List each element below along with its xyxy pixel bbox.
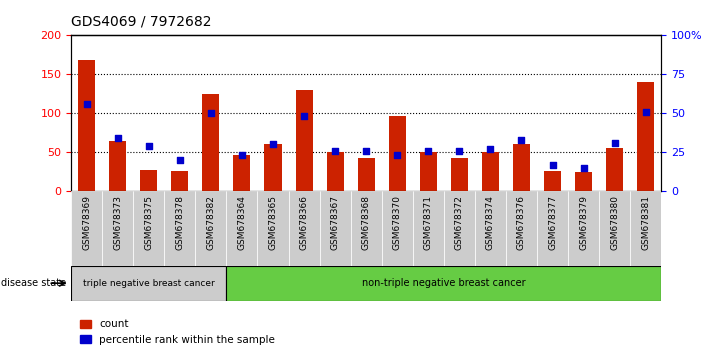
Text: GSM678370: GSM678370 (392, 195, 402, 250)
Text: non-triple negative breast cancer: non-triple negative breast cancer (362, 278, 525, 288)
Text: GSM678371: GSM678371 (424, 195, 433, 250)
Text: GSM678378: GSM678378 (176, 195, 184, 250)
Bar (171, 171, 188, 191)
Text: GDS4069 / 7972682: GDS4069 / 7972682 (71, 14, 212, 28)
Point (454, 148, 465, 154)
Text: GSM678367: GSM678367 (331, 195, 340, 250)
Text: GSM678366: GSM678366 (299, 195, 309, 250)
Bar (203, 94, 220, 191)
Bar (475, 191, 506, 266)
Bar (226, 266, 661, 301)
Bar (233, 155, 250, 191)
Text: GSM678372: GSM678372 (455, 195, 464, 250)
Text: GSM678382: GSM678382 (206, 195, 215, 250)
Point (547, 162, 558, 167)
Bar (444, 191, 475, 266)
Bar (637, 82, 654, 191)
Bar (599, 191, 630, 266)
Bar (419, 152, 437, 191)
Bar (289, 191, 319, 266)
Bar (606, 148, 623, 191)
Text: GSM678380: GSM678380 (610, 195, 619, 250)
Bar (133, 191, 164, 266)
Text: GSM678365: GSM678365 (269, 195, 277, 250)
Bar (257, 191, 289, 266)
Bar (482, 152, 499, 191)
Bar (102, 191, 133, 266)
Text: disease state: disease state (1, 278, 66, 288)
Point (609, 140, 620, 146)
Bar (382, 191, 413, 266)
Bar (544, 171, 561, 191)
Bar (568, 191, 599, 266)
Bar (413, 191, 444, 266)
Text: GSM678377: GSM678377 (548, 195, 557, 250)
Text: GSM678368: GSM678368 (362, 195, 370, 250)
Bar (389, 116, 406, 191)
Bar (358, 159, 375, 191)
Bar (264, 144, 282, 191)
Bar (513, 144, 530, 191)
Text: triple negative breast cancer: triple negative breast cancer (83, 279, 215, 288)
Point (236, 153, 247, 158)
Point (515, 137, 527, 143)
Bar (140, 170, 157, 191)
Bar (164, 191, 196, 266)
Point (81, 101, 92, 107)
Bar (296, 90, 313, 191)
Text: GSM678374: GSM678374 (486, 195, 495, 250)
Text: GSM678379: GSM678379 (579, 195, 588, 250)
Text: GSM678369: GSM678369 (82, 195, 91, 250)
Point (329, 148, 341, 154)
Text: GSM678364: GSM678364 (237, 195, 247, 250)
Text: GSM678381: GSM678381 (641, 195, 650, 250)
Bar (71, 266, 226, 301)
Point (392, 153, 403, 158)
Point (640, 109, 651, 115)
Bar (575, 172, 592, 191)
Bar (196, 191, 226, 266)
Bar (78, 60, 95, 191)
Bar (451, 159, 468, 191)
Legend: count, percentile rank within the sample: count, percentile rank within the sample (76, 315, 279, 349)
Point (205, 110, 217, 116)
Text: GSM678375: GSM678375 (144, 195, 154, 250)
Bar (226, 191, 257, 266)
Bar (537, 191, 568, 266)
Point (299, 114, 310, 119)
Point (578, 165, 589, 171)
Point (112, 135, 124, 141)
Point (174, 157, 186, 163)
Point (485, 146, 496, 152)
Bar (109, 141, 127, 191)
Bar (630, 191, 661, 266)
Bar (319, 191, 351, 266)
Point (143, 143, 154, 149)
Bar (351, 191, 382, 266)
Text: GSM678373: GSM678373 (113, 195, 122, 250)
Point (360, 148, 372, 154)
Bar (71, 191, 102, 266)
Point (422, 148, 434, 154)
Bar (326, 152, 343, 191)
Bar (506, 191, 537, 266)
Point (267, 142, 279, 147)
Text: GSM678376: GSM678376 (517, 195, 526, 250)
